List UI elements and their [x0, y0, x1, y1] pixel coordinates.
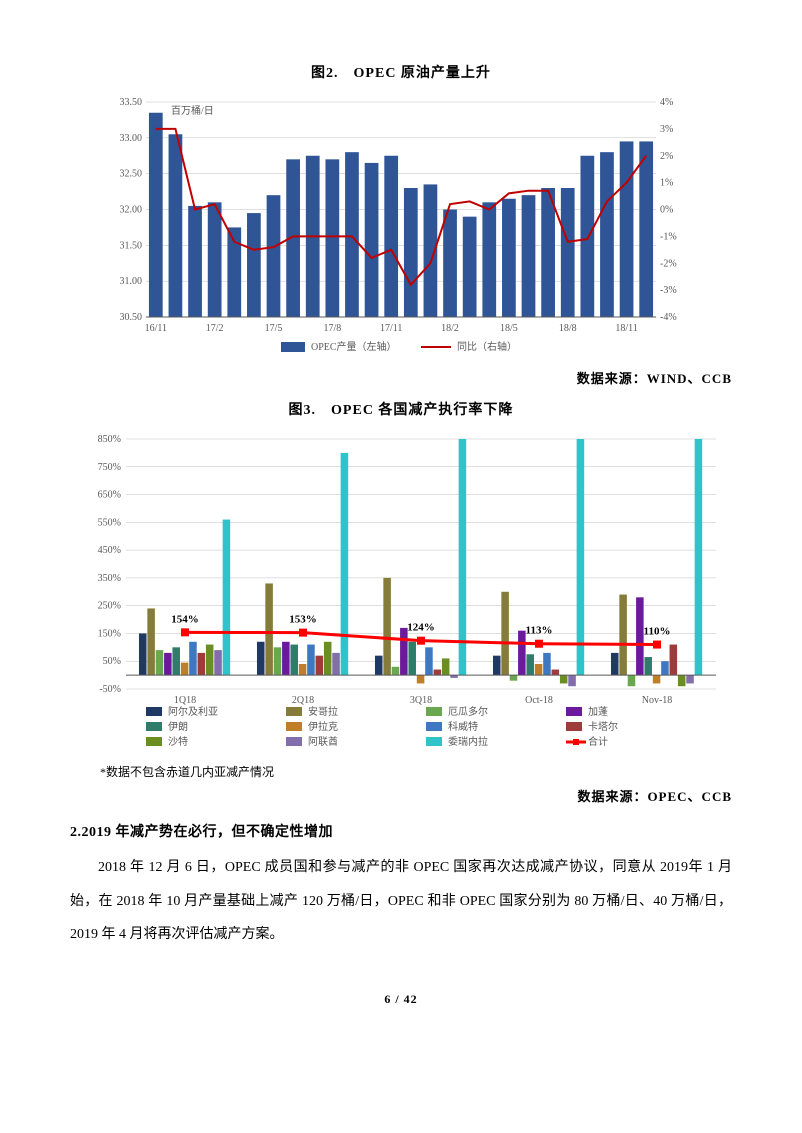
svg-text:-3%: -3% [660, 285, 677, 296]
figure1-chart: 30.50 31.00 31.50 32.00 32.50 33.00 33.50 -4% -3… [101, 92, 701, 362]
svg-text:153%: 153% [289, 614, 317, 626]
svg-text:17/5: 17/5 [265, 323, 283, 334]
svg-text:1%: 1% [660, 178, 673, 189]
svg-text:阿尔及利亚: 阿尔及利亚 [168, 705, 218, 718]
svg-text:154%: 154% [171, 613, 199, 625]
figure2-title: 图3. OPEC 各国减产执行率下降 [70, 399, 732, 419]
svg-text:阿联酋: 阿联酋 [308, 735, 338, 748]
svg-text:同比（右轴）: 同比（右轴） [457, 340, 517, 353]
svg-text:安哥拉: 安哥拉 [308, 705, 338, 718]
svg-text:3%: 3% [660, 124, 673, 135]
svg-text:百万桶/日: 百万桶/日 [171, 104, 214, 117]
svg-text:32.00: 32.00 [120, 205, 143, 216]
svg-text:31.00: 31.00 [120, 276, 143, 287]
svg-text:250%: 250% [98, 601, 121, 612]
svg-text:科威特: 科威特 [448, 720, 478, 733]
svg-text:卡塔尔: 卡塔尔 [588, 720, 618, 733]
svg-text:OPEC产量（左轴）: OPEC产量（左轴） [311, 340, 397, 353]
svg-text:550%: 550% [98, 517, 121, 528]
svg-text:31.50: 31.50 [120, 240, 143, 251]
svg-text:750%: 750% [98, 462, 121, 473]
svg-text:合计: 合计 [588, 735, 608, 748]
svg-text:17/8: 17/8 [323, 323, 341, 334]
figure1-source: 数据来源：WIND、CCB [70, 368, 732, 387]
figure2-footnote: *数据不包含赤道几内亚减产情况 [100, 763, 732, 780]
svg-text:4%: 4% [660, 97, 673, 108]
svg-text:124%: 124% [407, 622, 435, 634]
svg-text:加蓬: 加蓬 [588, 706, 608, 718]
svg-text:50%: 50% [103, 656, 121, 667]
svg-text:650%: 650% [98, 490, 121, 501]
svg-text:450%: 450% [98, 545, 121, 556]
svg-text:32.50: 32.50 [120, 169, 143, 180]
svg-text:-50%: -50% [99, 684, 121, 695]
svg-text:-1%: -1% [660, 231, 677, 242]
body-paragraph: 2018 年 12 月 6 日，OPEC 成员国和参与减产的非 OPEC 国家再… [70, 851, 732, 952]
svg-text:18/5: 18/5 [500, 323, 518, 334]
svg-text:伊朗: 伊朗 [168, 721, 188, 733]
svg-text:33.00: 33.00 [120, 133, 143, 144]
figure2-source: 数据来源：OPEC、CCB [70, 786, 732, 805]
svg-text:18/8: 18/8 [559, 323, 577, 334]
figure2-chart: -50% 50% 150% 250% 350% 450% 550% 650% 750% 850% 1… [101, 429, 701, 759]
svg-text:16/11: 16/11 [145, 323, 167, 334]
svg-text:0%: 0% [660, 205, 673, 216]
svg-text:-4%: -4% [660, 312, 677, 323]
svg-text:33.50: 33.50 [120, 97, 143, 108]
svg-text:伊拉克: 伊拉克 [308, 720, 338, 733]
svg-text:3Q18: 3Q18 [410, 695, 432, 706]
figure1-title: 图2. OPEC 原油产量上升 [70, 62, 732, 82]
svg-text:厄瓜多尔: 厄瓜多尔 [448, 705, 488, 718]
svg-text:850%: 850% [98, 434, 121, 445]
svg-text:2%: 2% [660, 151, 673, 162]
svg-text:17/2: 17/2 [206, 323, 224, 334]
svg-text:350%: 350% [98, 573, 121, 584]
svg-text:1Q18: 1Q18 [174, 695, 196, 706]
svg-text:委瑞内拉: 委瑞内拉 [448, 735, 488, 748]
svg-text:17/11: 17/11 [380, 323, 402, 334]
svg-text:18/2: 18/2 [441, 323, 459, 334]
page-number: 6 / 42 [70, 992, 732, 1007]
svg-text:110%: 110% [644, 626, 671, 638]
svg-text:2Q18: 2Q18 [292, 695, 314, 706]
section-heading: 2.2019 年减产势在必行，但不确定性增加 [70, 821, 732, 841]
svg-text:-2%: -2% [660, 258, 677, 269]
svg-text:沙特: 沙特 [168, 736, 188, 748]
svg-text:113%: 113% [526, 625, 553, 637]
svg-text:30.50: 30.50 [120, 312, 143, 323]
svg-text:Oct-18: Oct-18 [525, 695, 553, 706]
svg-text:18/11: 18/11 [615, 323, 637, 334]
svg-text:150%: 150% [98, 628, 121, 639]
svg-text:Nov-18: Nov-18 [642, 695, 673, 706]
